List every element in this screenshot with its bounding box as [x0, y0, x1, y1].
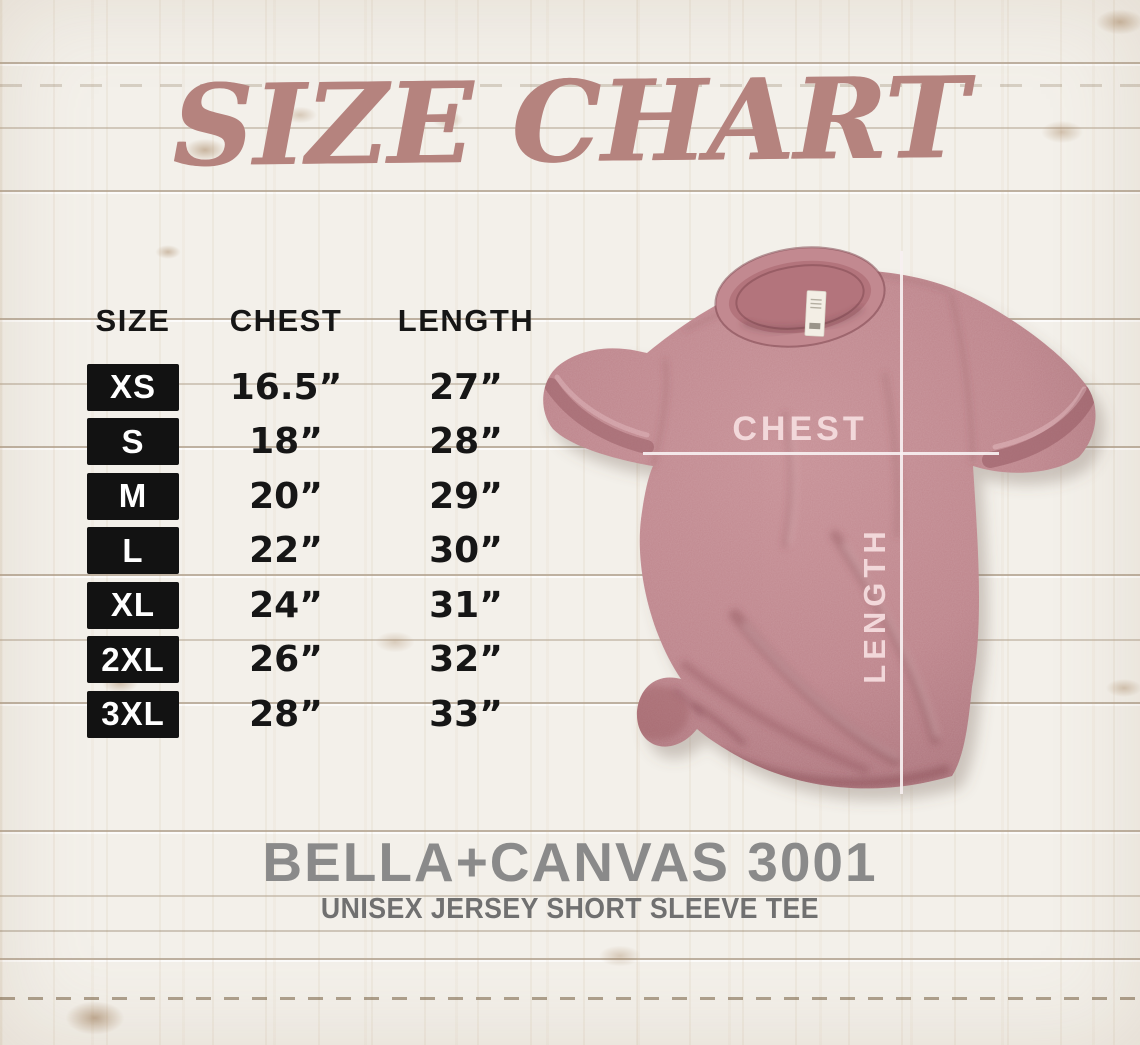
chest-value: 20”	[249, 475, 323, 517]
table-row: L 22” 30”	[85, 524, 555, 579]
product-name: BELLA+CANVAS 3001	[262, 831, 878, 893]
size-badge: 2XL	[87, 636, 179, 684]
size-table: SIZE CHEST LENGTH XS 16.5” 27” S 18” 28”…	[85, 298, 555, 742]
hem-knot	[625, 686, 689, 740]
table-header-row: SIZE CHEST LENGTH	[85, 298, 555, 344]
table-row: 3XL 28” 33”	[85, 687, 555, 742]
size-badge: M	[87, 472, 179, 520]
size-badge: 3XL	[87, 690, 179, 738]
chest-value: 24”	[249, 584, 323, 626]
length-value: 27”	[429, 366, 503, 408]
page-title: SIZE CHART	[171, 52, 969, 193]
size-badge: L	[87, 527, 179, 575]
chest-measurement-line	[643, 452, 999, 455]
length-value: 28”	[429, 421, 503, 463]
chest-label: CHEST	[732, 410, 868, 448]
tshirt-photo: CHEST LENGTH	[535, 235, 1105, 813]
wood-seam	[0, 997, 1140, 1000]
column-header-length: LENGTH	[397, 303, 535, 338]
product-subtitle: UNISEX JERSEY SHORT SLEEVE TEE	[320, 893, 820, 925]
length-value: 30”	[429, 530, 503, 572]
length-value: 33”	[429, 693, 503, 735]
size-badge: S	[87, 418, 179, 466]
table-body: XS 16.5” 27” S 18” 28” M 20” 29” L 22” 3…	[85, 360, 555, 742]
tshirt-image	[543, 246, 1105, 801]
chest-value: 22”	[249, 530, 323, 572]
chest-value: 16.5”	[229, 366, 343, 408]
size-badge: XS	[87, 363, 179, 411]
length-label: LENGTH	[857, 526, 892, 684]
size-badge: XL	[87, 581, 179, 629]
length-value: 31”	[429, 584, 503, 626]
wood-seam	[0, 84, 1140, 87]
table-row: M 20” 29”	[85, 469, 555, 524]
length-value: 32”	[429, 639, 503, 681]
chest-value: 18”	[249, 421, 323, 463]
table-row: XL 24” 31”	[85, 578, 555, 633]
length-value: 29”	[429, 475, 503, 517]
table-row: XS 16.5” 27”	[85, 360, 555, 415]
column-header-chest: CHEST	[229, 303, 343, 338]
table-row: S 18” 28”	[85, 415, 555, 470]
length-measurement-line	[900, 251, 903, 794]
sleeve-cuffs	[544, 374, 1096, 468]
size-tag	[804, 290, 827, 337]
column-header-size: SIZE	[95, 303, 171, 338]
chest-value: 28”	[249, 693, 323, 735]
wood-seam	[0, 930, 1140, 932]
table-row: 2XL 26” 32”	[85, 633, 555, 688]
chest-value: 26”	[249, 639, 323, 681]
collar	[714, 246, 886, 348]
